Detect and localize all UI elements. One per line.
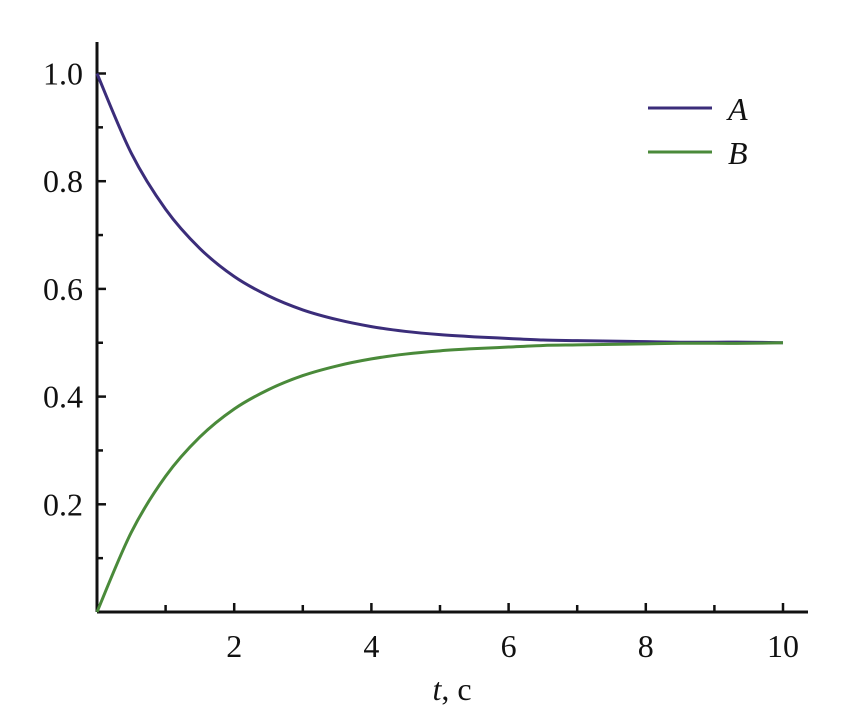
x-tick-label: 4 [363, 628, 379, 664]
y-tick-label: 0.2 [43, 486, 83, 522]
series-line-A [95, 72, 784, 345]
x-tick-label: 2 [226, 628, 242, 664]
series-group [95, 72, 784, 613]
legend: AB [648, 91, 748, 171]
x-tick-label: 6 [501, 628, 517, 664]
legend-label-B: B [728, 135, 748, 171]
y-tick-label: 0.4 [43, 379, 83, 415]
series-line-B [95, 341, 784, 613]
legend-label-A: A [726, 91, 748, 127]
y-tick-label: 0.6 [43, 271, 83, 307]
x-axis-label: t, c [432, 671, 471, 707]
y-tick-label: 0.8 [43, 163, 83, 199]
x-tick-label: 10 [767, 628, 799, 664]
x-tick-label: 8 [638, 628, 654, 664]
axes: 2 4 6 8 10 0.2 0.4 0.6 0.8 1.0 [43, 42, 808, 664]
y-tick-label: 1.0 [43, 56, 83, 92]
